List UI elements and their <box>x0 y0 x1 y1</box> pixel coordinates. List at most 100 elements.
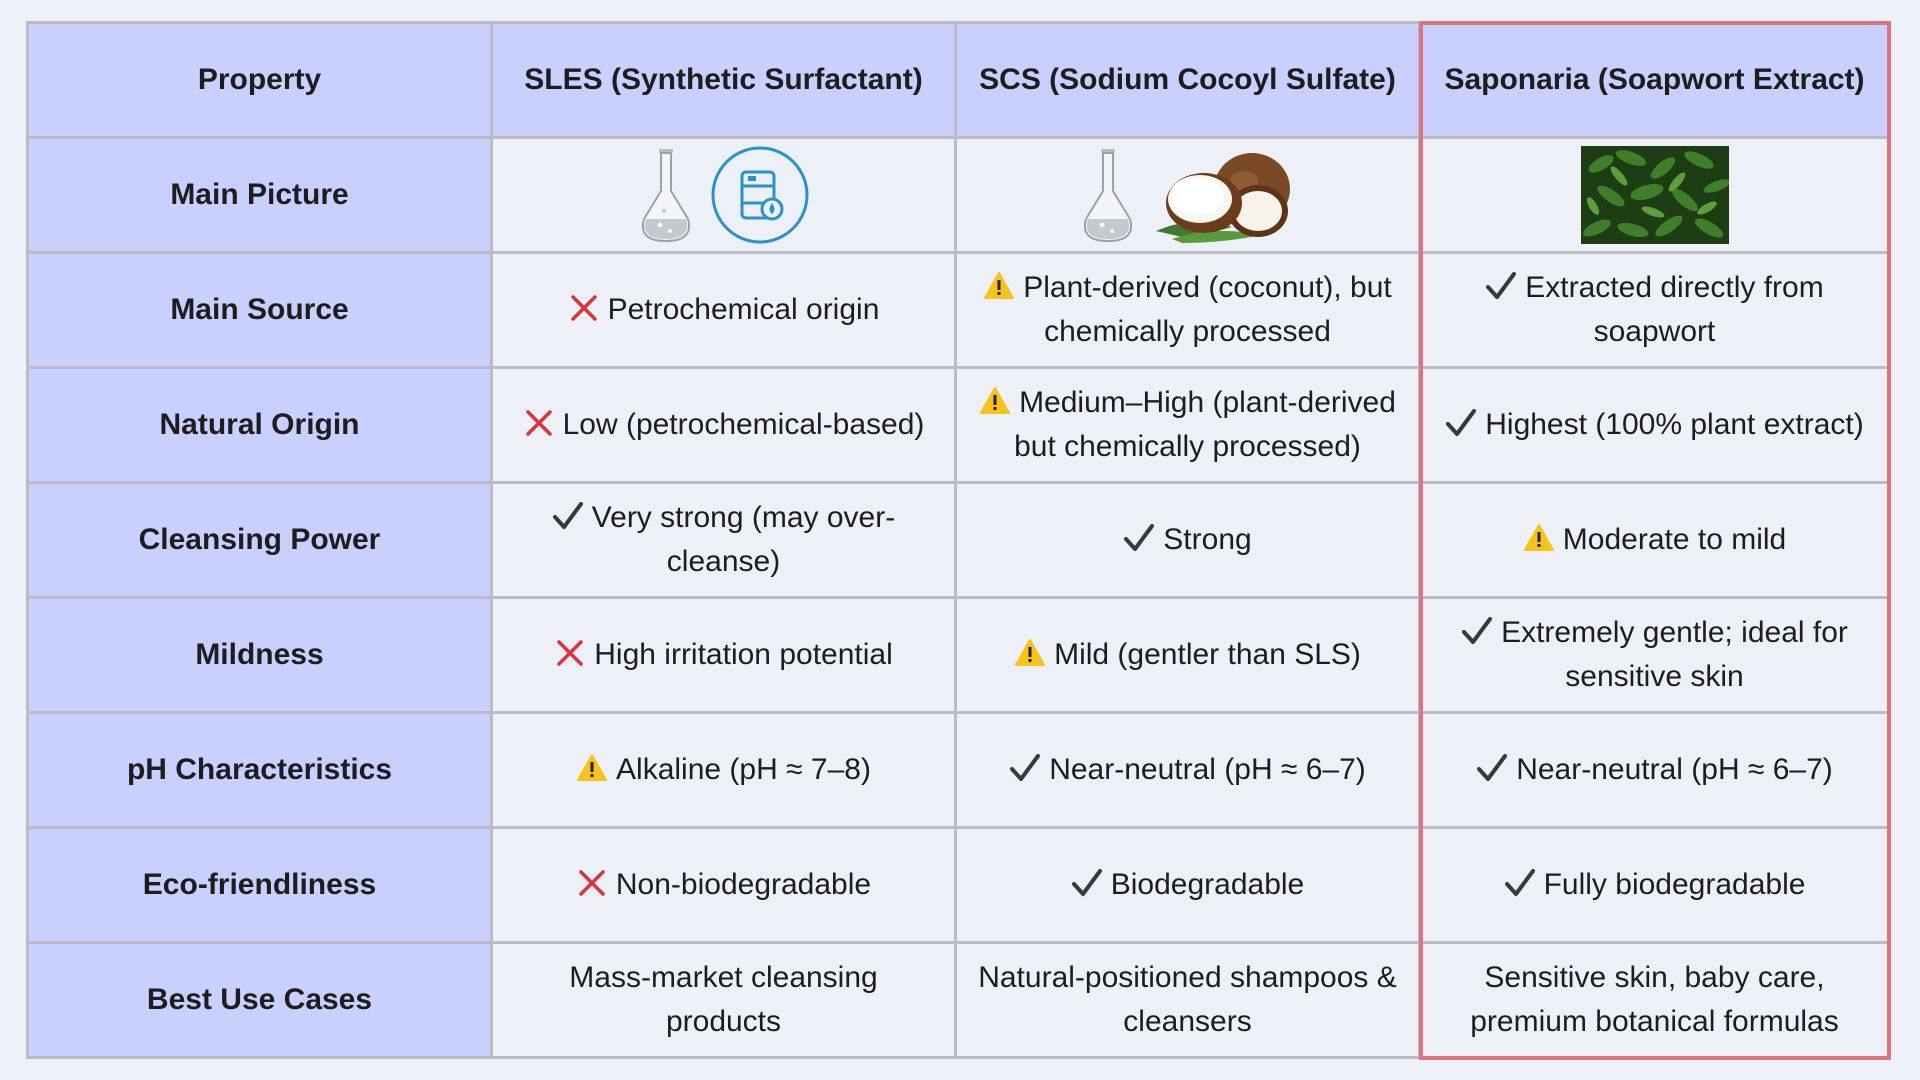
cell-line: Biodegradable <box>967 863 1408 907</box>
comparison-table: Property SLES (Synthetic Surfactant) SCS… <box>26 21 1891 1059</box>
table-row: Mildness High irritation potential Mild (g… <box>26 596 1891 714</box>
check-icon <box>552 502 583 529</box>
warning-icon <box>1523 524 1554 551</box>
cell-text-line1: Fully biodegradable <box>1543 868 1806 901</box>
warning-icon <box>577 754 608 781</box>
cell-text-line1: Sensitive skin, baby care, <box>1484 961 1825 994</box>
cell-line: Medium–High (plant-derived <box>967 381 1408 425</box>
check-icon <box>1504 869 1535 896</box>
cell-text-line1: Plant-derived (coconut), but <box>1023 271 1392 304</box>
cross-icon <box>557 640 583 666</box>
row-label: Best Use Cases <box>26 941 493 1059</box>
cell-saponaria: Extracted directly from soapwort <box>1418 251 1891 369</box>
check-icon <box>1124 524 1155 551</box>
cell-line: Natural-positioned shampoos & <box>967 956 1408 1000</box>
cell-text-line1: Strong <box>1163 523 1252 556</box>
cell-line: Non-biodegradable <box>503 863 944 907</box>
table-row: Natural Origin Low (petrochemical-based) M… <box>26 366 1891 484</box>
row-label: Mildness <box>26 596 493 714</box>
table-row: Eco-friendliness Non-biodegradable Biodegr… <box>26 826 1891 944</box>
cell-text-line1: Mild (gentler than SLS) <box>1054 638 1361 671</box>
comparison-table-wrapper: Property SLES (Synthetic Surfactant) SCS… <box>26 21 1891 1059</box>
table-row: Main Source Petrochemical origin Plant-der… <box>26 251 1891 369</box>
cell-scs: Natural-positioned shampoos & cleansers <box>954 941 1421 1059</box>
cell-scs: Medium–High (plant-derived but chemically… <box>954 366 1421 484</box>
check-icon <box>1446 409 1477 436</box>
check-icon <box>1486 272 1517 299</box>
cell-sles: High irritation potential <box>490 596 957 714</box>
header-sles: SLES (Synthetic Surfactant) <box>490 21 957 139</box>
cell-line: Strong <box>967 518 1408 562</box>
cell-text-line1: Mass-market cleansing <box>569 961 878 994</box>
cell-text-line1: Extremely gentle; ideal for <box>1501 616 1848 649</box>
cell-line: High irritation potential <box>503 633 944 677</box>
cell-line: Near-neutral (pH ≈ 6–7) <box>967 748 1408 792</box>
flask-icon <box>641 149 690 243</box>
cell-text-line1: Moderate to mild <box>1562 523 1787 556</box>
check-icon <box>1462 617 1493 644</box>
cell-line: Alkaline (pH ≈ 7–8) <box>503 748 944 792</box>
check-icon <box>1010 754 1041 781</box>
cell-sles: Non-biodegradable <box>490 826 957 944</box>
cell-line: Mild (gentler than SLS) <box>967 633 1408 677</box>
table-row: Best Use Cases Mass-market cleansing produ… <box>26 941 1891 1059</box>
warning-icon <box>980 387 1011 414</box>
cell-line: Low (petrochemical-based) <box>503 403 944 447</box>
cell-saponaria: Extremely gentle; ideal for sensitive ski… <box>1418 596 1891 714</box>
cell-text-line1: Highest (100% plant extract) <box>1485 408 1864 441</box>
table-row: Cleansing Power Very strong (may over-cle… <box>26 481 1891 599</box>
cell-line: Extracted directly from <box>1431 266 1878 310</box>
cell-line: Plant-derived (coconut), but <box>967 266 1408 310</box>
cell-line: Fully biodegradable <box>1431 863 1878 907</box>
soapwort-leaves-photo <box>1580 146 1729 244</box>
cell-sles: Mass-market cleansing products <box>490 941 957 1059</box>
cell-line: Very strong (may over- <box>503 496 944 540</box>
cell-sles: Alkaline (pH ≈ 7–8) <box>490 711 957 829</box>
cell-sles: Low (petrochemical-based) <box>490 366 957 484</box>
row-label: Eco-friendliness <box>26 826 493 944</box>
header-scs: SCS (Sodium Cocoyl Sulfate) <box>954 21 1421 139</box>
cell-text-line2: premium botanical formulas <box>1470 1005 1839 1038</box>
cell-scs: Near-neutral (pH ≈ 6–7) <box>954 711 1421 829</box>
cell-text-line1: Medium–High (plant-derived <box>1019 386 1396 419</box>
check-icon <box>1071 869 1102 896</box>
cell-scs: Plant-derived (coconut), but chemically p… <box>954 251 1421 369</box>
cell-text-line1: Near-neutral (pH ≈ 6–7) <box>1049 753 1366 786</box>
row-label: Natural Origin <box>26 366 493 484</box>
row-label: Main Picture <box>26 136 493 254</box>
picture-cell-saponaria <box>1418 136 1891 254</box>
cross-icon <box>525 410 552 436</box>
cell-text-line1: Alkaline (pH ≈ 7–8) <box>616 753 871 786</box>
cell-saponaria: Near-neutral (pH ≈ 6–7) <box>1418 711 1891 829</box>
cross-icon <box>579 870 605 896</box>
cell-scs: Biodegradable <box>954 826 1421 944</box>
cell-line: Highest (100% plant extract) <box>1431 403 1878 447</box>
cell-text-line2: cleanse) <box>666 545 781 578</box>
cell-text-line2: but chemically processed) <box>1014 430 1361 463</box>
oil-barrel-icon <box>711 146 808 244</box>
header-property: Property <box>26 21 493 139</box>
cell-text-line2: soapwort <box>1593 315 1716 348</box>
cell-line: Moderate to mild <box>1431 518 1878 562</box>
header-saponaria: Saponaria (Soapwort Extract) <box>1418 21 1891 139</box>
coconut-icon <box>1155 153 1290 243</box>
cell-saponaria: Fully biodegradable <box>1418 826 1891 944</box>
cell-text-line1: High irritation potential <box>594 638 893 671</box>
row-label: pH Characteristics <box>26 711 493 829</box>
cell-text-line2: products <box>665 1005 782 1038</box>
picture-cell-scs <box>954 136 1421 254</box>
cell-scs: Mild (gentler than SLS) <box>954 596 1421 714</box>
row-label: Main Source <box>26 251 493 369</box>
cell-text-line1: Low (petrochemical-based) <box>562 408 925 441</box>
row-label: Cleansing Power <box>26 481 493 599</box>
cell-line: Petrochemical origin <box>503 288 944 332</box>
flask-icon <box>1083 149 1132 243</box>
cell-line: Mass-market cleansing <box>503 956 944 1000</box>
check-icon <box>1477 754 1508 781</box>
cell-text-line2: cleansers <box>1123 1005 1252 1038</box>
cell-line: Extremely gentle; ideal for <box>1431 611 1878 655</box>
cell-text-line1: Extracted directly from <box>1525 271 1824 304</box>
cell-saponaria: Highest (100% plant extract) <box>1418 366 1891 484</box>
cell-text-line2: sensitive skin <box>1565 660 1744 693</box>
table-row: Main Picture <box>26 136 1891 254</box>
